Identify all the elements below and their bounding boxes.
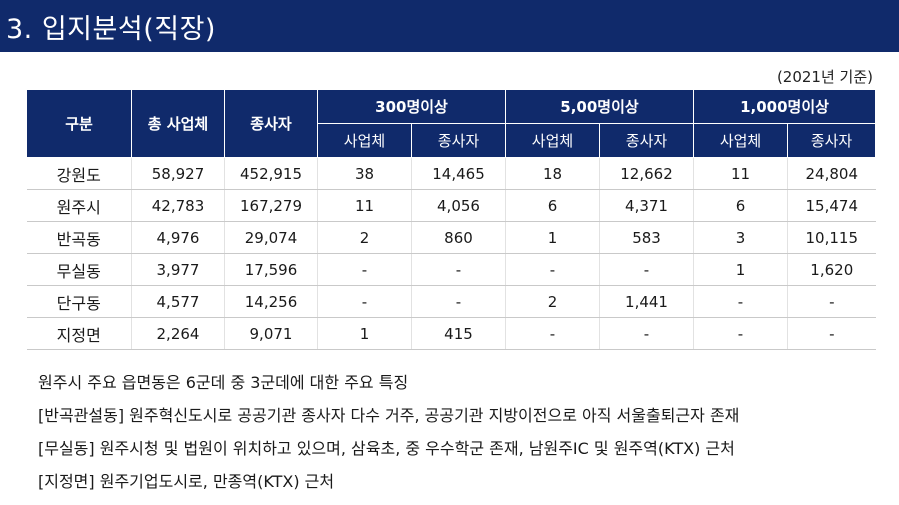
cell-emp-500: 583 <box>598 221 694 254</box>
note-summary: 원주시 주요 읍면동은 6군데 중 3군데에 대한 주요 특징 <box>38 373 409 392</box>
header-group-1000: 1,000명이상 <box>693 89 877 124</box>
note-bangok: [반곡관설동] 원주혁신도시로 공공기관 종사자 다수 거주, 공공기관 지방이… <box>38 406 740 425</box>
cell-emp-1000: 10,115 <box>787 221 876 254</box>
subheader-emp: 종사자 <box>787 123 877 158</box>
header-category: 구분 <box>26 89 132 158</box>
cell-biz-1000: - <box>693 317 788 350</box>
table-row: 원주시 42,783 167,279 11 4,056 6 4,371 6 15… <box>26 189 876 222</box>
header-group-500: 5,00명이상 <box>504 89 695 124</box>
cell-biz-300: 38 <box>317 157 412 190</box>
header-employees: 종사자 <box>224 89 318 158</box>
cell-employees: 17,596 <box>224 253 318 286</box>
cell-emp-1000: - <box>787 317 876 350</box>
cell-biz-500: 2 <box>505 285 600 318</box>
cell-total-biz: 4,976 <box>131 221 225 254</box>
cell-emp-300: - <box>411 285 506 318</box>
cell-biz-300: 1 <box>317 317 412 350</box>
subheader-biz: 사업체 <box>693 123 789 158</box>
cell-biz-300: 11 <box>317 189 412 222</box>
table-row: 지정면 2,264 9,071 1 415 - - - - <box>26 317 876 350</box>
cell-employees: 167,279 <box>224 189 318 222</box>
cell-biz-500: 18 <box>505 157 600 190</box>
page-title-text: 3. 입지분석(직장) <box>6 13 216 45</box>
cell-biz-500: - <box>505 253 600 286</box>
cell-total-biz: 2,264 <box>131 317 225 350</box>
note-musil: [무실동] 원주시청 및 법원이 위치하고 있으며, 삼육초, 중 우수학군 존… <box>38 439 735 458</box>
cell-biz-1000: 6 <box>693 189 788 222</box>
subheader-emp: 종사자 <box>411 123 506 158</box>
cell-emp-500: - <box>598 317 694 350</box>
cell-emp-500: 4,371 <box>598 189 694 222</box>
cell-biz-500: 6 <box>505 189 600 222</box>
subheader-biz: 사업체 <box>317 123 412 158</box>
subheader-biz: 사업체 <box>505 123 600 158</box>
table-row: 반곡동 4,976 29,074 2 860 1 583 3 10,115 <box>26 221 876 254</box>
row-name: 지정면 <box>26 317 132 350</box>
cell-biz-1000: 1 <box>693 253 788 286</box>
cell-emp-500: 1,441 <box>598 285 694 318</box>
cell-total-biz: 42,783 <box>131 189 225 222</box>
row-name: 원주시 <box>26 189 132 222</box>
cell-emp-300: 860 <box>411 221 506 254</box>
cell-emp-500: 12,662 <box>598 157 694 190</box>
cell-biz-1000: - <box>693 285 788 318</box>
table-row: 단구동 4,577 14,256 - - 2 1,441 - - <box>26 285 876 318</box>
cell-employees: 9,071 <box>224 317 318 350</box>
note-jijeong: [지정면] 원주기업도시로, 만종역(KTX) 근처 <box>38 472 335 491</box>
cell-employees: 452,915 <box>224 157 318 190</box>
cell-total-biz: 58,927 <box>131 157 225 190</box>
cell-emp-1000: 1,620 <box>787 253 876 286</box>
cell-emp-300: 4,056 <box>411 189 506 222</box>
cell-biz-1000: 3 <box>693 221 788 254</box>
cell-biz-300: - <box>317 285 412 318</box>
row-name: 단구동 <box>26 285 132 318</box>
cell-employees: 14,256 <box>224 285 318 318</box>
header-total-biz: 총 사업체 <box>131 89 225 158</box>
header-group-300: 300명이상 <box>317 89 506 124</box>
subheader-emp: 종사자 <box>598 123 695 158</box>
unit-note: (2021년 기준) <box>776 68 873 86</box>
row-name: 강원도 <box>26 157 132 190</box>
cell-biz-300: - <box>317 253 412 286</box>
cell-emp-1000: - <box>787 285 876 318</box>
cell-emp-300: 415 <box>411 317 506 350</box>
notes-section: 원주시 주요 읍면동은 6군데 중 3군데에 대한 주요 특징 [반곡관설동] … <box>38 366 739 498</box>
page-title: 3. 입지분석(직장) <box>0 0 899 52</box>
cell-biz-500: 1 <box>505 221 600 254</box>
row-name: 무실동 <box>26 253 132 286</box>
cell-total-biz: 3,977 <box>131 253 225 286</box>
workplace-table: 구분 총 사업체 종사자 300명이상 5,00명이상 1,000명이상 사업체… <box>26 89 877 350</box>
table-row: 강원도 58,927 452,915 38 14,465 18 12,662 1… <box>26 157 876 190</box>
cell-emp-500: - <box>598 253 694 286</box>
cell-emp-1000: 15,474 <box>787 189 876 222</box>
table-row: 무실동 3,977 17,596 - - - - 1 1,620 <box>26 253 876 286</box>
cell-employees: 29,074 <box>224 221 318 254</box>
cell-biz-500: - <box>505 317 600 350</box>
cell-emp-300: - <box>411 253 506 286</box>
cell-biz-1000: 11 <box>693 157 788 190</box>
cell-total-biz: 4,577 <box>131 285 225 318</box>
cell-biz-300: 2 <box>317 221 412 254</box>
cell-emp-1000: 24,804 <box>787 157 876 190</box>
row-name: 반곡동 <box>26 221 132 254</box>
cell-emp-300: 14,465 <box>411 157 506 190</box>
